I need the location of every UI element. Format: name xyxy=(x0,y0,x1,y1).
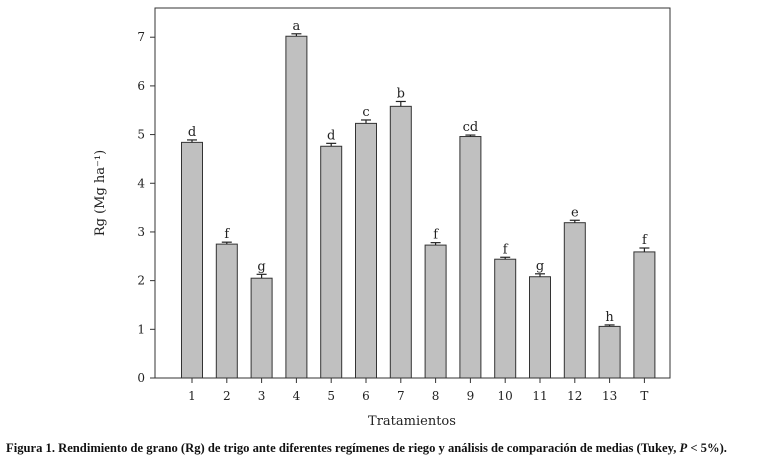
significance-letter: f xyxy=(642,233,648,248)
bars: d f g a d c b f cd f g e h f xyxy=(181,19,656,379)
y-axis: 0 1 2 3 4 5 6 7 xyxy=(137,30,155,385)
plot-frame xyxy=(154,7,671,379)
x-tick-label: T xyxy=(640,389,648,403)
significance-letter: d xyxy=(188,125,196,140)
significance-letter: h xyxy=(605,310,614,325)
significance-letter: c xyxy=(362,105,369,120)
y-tick-label: 5 xyxy=(137,128,145,142)
bar xyxy=(285,35,308,379)
bar xyxy=(215,243,238,379)
bar xyxy=(355,122,377,379)
caption-prefix: Figura 1. Rendimiento de grano (Rg) de t… xyxy=(6,441,680,455)
x-tick-label: 3 xyxy=(258,389,266,403)
x-tick-label: 2 xyxy=(223,389,231,403)
x-tick-label: 5 xyxy=(327,389,335,403)
significance-letter: g xyxy=(536,259,544,274)
significance-letter: cd xyxy=(463,120,479,135)
caption-suffix: < 5%). xyxy=(687,441,727,455)
significance-letter: f xyxy=(433,228,439,243)
bar xyxy=(633,251,656,379)
x-tick-label: 13 xyxy=(602,389,617,403)
significance-letter: f xyxy=(503,242,509,257)
bar xyxy=(389,105,412,379)
x-tick-label: 11 xyxy=(532,389,547,403)
x-tick-label: 1 xyxy=(188,389,196,403)
significance-letter: f xyxy=(224,227,230,242)
bar xyxy=(320,145,343,379)
significance-letter: b xyxy=(397,86,405,101)
bar xyxy=(598,325,621,379)
x-tick-label: 4 xyxy=(293,389,301,403)
y-tick-label: 2 xyxy=(137,274,145,288)
bar xyxy=(529,276,551,379)
y-tick-label: 1 xyxy=(137,322,145,336)
y-tick-label: 6 xyxy=(137,79,145,93)
y-tick-label: 3 xyxy=(137,225,145,239)
x-axis-label: Tratamientos xyxy=(368,414,456,429)
y-axis-label: Rg (Mg ha⁻¹) xyxy=(93,150,108,236)
significance-letter: d xyxy=(327,128,335,143)
x-tick-label: 10 xyxy=(498,389,513,403)
x-tick-label: 12 xyxy=(567,389,582,403)
x-tick-label: 9 xyxy=(467,389,475,403)
significance-letter: a xyxy=(293,19,301,34)
x-tick-label: 7 xyxy=(397,389,405,403)
caption-italic: P xyxy=(679,441,688,455)
y-tick-label: 4 xyxy=(137,176,145,190)
figure-caption: Figura 1. Rendimiento de grano (Rg) de t… xyxy=(6,441,782,456)
bar xyxy=(494,258,517,379)
y-tick-label: 0 xyxy=(137,371,145,385)
x-tick-label: 6 xyxy=(362,389,370,403)
significance-letter: e xyxy=(571,205,579,220)
significance-letter: g xyxy=(257,259,265,274)
y-tick-label: 7 xyxy=(137,30,145,44)
bar xyxy=(459,136,482,379)
x-axis: 1 2 3 4 5 6 7 8 9 10 11 12 13 T xyxy=(188,378,648,403)
bar xyxy=(563,222,586,379)
bar xyxy=(250,277,273,379)
bar xyxy=(181,141,203,379)
x-tick-label: 8 xyxy=(432,389,440,403)
bar xyxy=(424,244,447,379)
